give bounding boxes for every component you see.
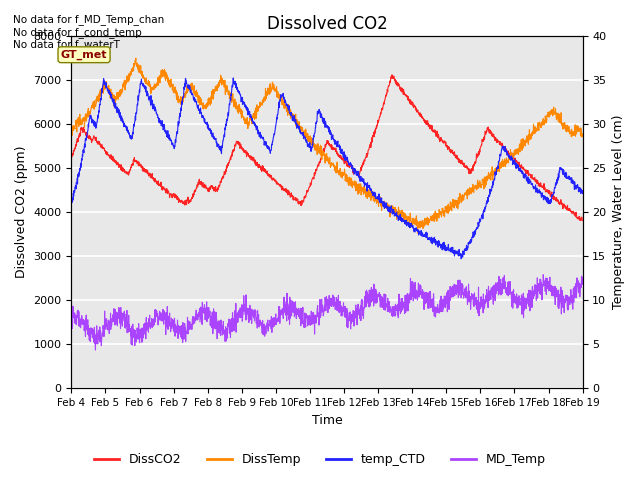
Title: Dissolved CO2: Dissolved CO2 xyxy=(267,15,387,33)
Text: GT_met: GT_met xyxy=(61,49,108,60)
Text: No data for f_MD_Temp_chan
No data for f_cond_temp
No data for f_waterT: No data for f_MD_Temp_chan No data for f… xyxy=(13,14,164,50)
Legend: DissCO2, DissTemp, temp_CTD, MD_Temp: DissCO2, DissTemp, temp_CTD, MD_Temp xyxy=(89,448,551,471)
X-axis label: Time: Time xyxy=(312,414,342,427)
Y-axis label: Temperature, Water Level (cm): Temperature, Water Level (cm) xyxy=(612,115,625,310)
Y-axis label: Dissolved CO2 (ppm): Dissolved CO2 (ppm) xyxy=(15,146,28,278)
